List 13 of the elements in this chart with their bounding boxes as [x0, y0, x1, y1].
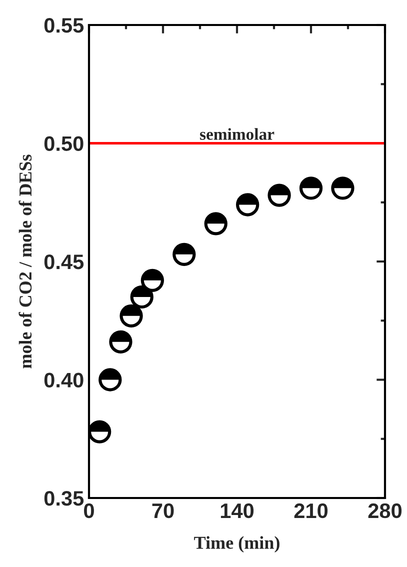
y-tick-label: 0.55 [44, 18, 84, 33]
y-tick-label: 0.50 [44, 136, 84, 152]
ref-line-label: semimolar [200, 128, 274, 140]
x-tick-label: 70 [152, 503, 174, 518]
y-tick-label: 0.45 [44, 254, 84, 270]
x-tick-label: 210 [294, 503, 328, 518]
x-axis-title: Time (min) [194, 536, 280, 553]
x-tick-label: 140 [220, 503, 254, 518]
x-tick-label: 0 [84, 503, 94, 518]
x-tick-label: 280 [368, 503, 402, 518]
y-axis-title: mole of CO2 / mole of DESs [18, 154, 32, 368]
y-tick-label: 0.35 [44, 491, 84, 506]
y-tick-label: 0.40 [44, 372, 84, 388]
